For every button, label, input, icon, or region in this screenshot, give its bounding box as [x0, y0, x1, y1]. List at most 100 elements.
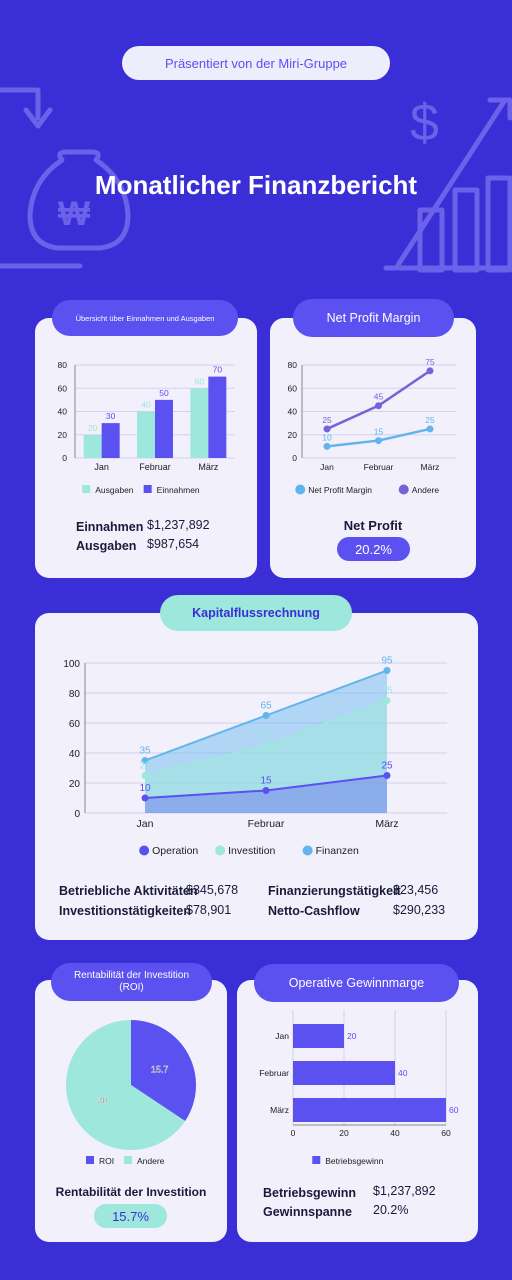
betrieb-label: Betriebliche Aktivitäten	[59, 884, 198, 898]
net-profit-label: Net Profit	[343, 518, 403, 533]
gewinn-value: $1,237,892	[373, 1184, 436, 1198]
x-tick-label: 0	[291, 1128, 296, 1138]
spanne-label: Gewinnspanne	[263, 1205, 352, 1219]
y-tick-label: März	[270, 1105, 289, 1115]
pie-label: 15.7	[151, 1065, 169, 1075]
data-point	[262, 787, 270, 794]
data-label: 65	[260, 701, 272, 712]
data-point	[383, 667, 391, 674]
y-tick-label: 0	[62, 453, 67, 463]
y-tick-label: 40	[58, 407, 68, 417]
finanz-value: $23,456	[393, 883, 439, 897]
growth-chart-icon: $	[383, 94, 512, 273]
legend-marker	[215, 845, 226, 856]
operating-title: Operative Gewinnmarge	[254, 964, 459, 1002]
roi-title-line2: (ROI)	[119, 982, 144, 993]
y-tick-label: 0	[292, 453, 297, 463]
net-profit-card: 0 20 40 60 80 Jan Februar März 10 15 25 25 45 75 Net P…	[270, 318, 476, 578]
data-label: 75	[381, 686, 393, 697]
roi-card: 15.7 30 ROI Andere Rentabilität der Investi…	[35, 980, 227, 1242]
bar	[293, 1061, 395, 1085]
invest-label: Investitionstätigkeiten	[59, 904, 191, 918]
invest-value: $78,901	[186, 903, 232, 917]
data-label: 75	[425, 357, 435, 367]
y-tick-label: 0	[74, 809, 80, 820]
data-label: 10	[322, 432, 332, 442]
legend-label: Investition	[228, 845, 275, 857]
income-expense-card: 0 20 40 60 80 20 30 Jan 40 50 Februar 60 70 März Ausga…	[35, 318, 257, 578]
legend-marker	[302, 845, 313, 856]
legend-label: Operation	[152, 845, 198, 857]
gewinn-label: Betriebsgewinn	[263, 1186, 357, 1200]
legend-label: Ausgaben	[95, 485, 134, 495]
y-tick-label: 80	[69, 689, 81, 700]
y-tick-label: 60	[288, 383, 298, 393]
x-tick-label: Februar	[248, 818, 285, 830]
money-bag-icon: ₩	[0, 87, 131, 251]
data-point	[141, 757, 149, 764]
background-decoration: ₩ $	[0, 87, 512, 273]
data-label: 25	[322, 415, 332, 425]
y-tick-label: Februar	[259, 1068, 289, 1078]
y-tick-label: 60	[58, 383, 68, 393]
roi-label: Rentabilität der Investition	[55, 1185, 207, 1199]
data-label: 15	[260, 776, 272, 787]
operating-margin-chart: 0 20 40 60 20 Jan 40 Februar 60 März Betriebsgewin…	[259, 1010, 459, 1166]
data-label: 60	[449, 1105, 459, 1115]
data-point	[375, 402, 382, 410]
pie-label: 30	[97, 1095, 107, 1105]
income-expense-chart: 0 20 40 60 80 20 30 Jan 40 50 Februar 60 70 März Ausga…	[58, 360, 235, 495]
x-tick-label: Jan	[320, 462, 334, 472]
operating-card: 0 20 40 60 20 Jan 40 Februar 60 März Betriebsgewin…	[237, 980, 478, 1242]
y-tick-label: 20	[69, 779, 81, 790]
data-label: 45	[374, 392, 384, 402]
finanz-label: Finanzierungstätigkeit	[268, 884, 401, 898]
svg-text:₩: ₩	[58, 195, 91, 233]
x-tick-label: März	[421, 462, 440, 472]
x-tick-label: März	[375, 818, 398, 830]
pie-slice	[131, 1020, 197, 1122]
data-label: 20	[88, 423, 98, 433]
x-tick-label: 60	[441, 1128, 451, 1138]
x-tick-label: Februar	[364, 462, 394, 472]
legend-marker	[312, 1156, 321, 1164]
series-area	[145, 775, 387, 813]
data-point	[426, 367, 434, 375]
roi-pie-chart: 15.7 30 ROI Andere	[66, 1020, 197, 1166]
net-profit-title: Net Profit Margin	[293, 299, 454, 337]
data-label: 40	[141, 400, 151, 410]
y-tick-label: 60	[69, 719, 81, 730]
legend-label: Betriebsgewinn	[325, 1156, 383, 1166]
y-tick-label: 20	[288, 430, 298, 440]
legend-marker	[85, 1156, 94, 1164]
data-label: 15	[374, 427, 384, 437]
y-tick-label: 80	[58, 360, 68, 370]
income-expense-title: Übersicht über Einnahmen und Ausgaben	[52, 300, 238, 336]
data-point	[141, 772, 149, 779]
legend-label: Finanzen	[316, 845, 359, 857]
roi-value: 15.7%	[94, 1204, 167, 1228]
svg-text:$: $	[410, 94, 439, 152]
roi-title: Rentabilität der Investition (ROI)	[51, 963, 212, 1001]
netto-label: Netto-Cashflow	[268, 904, 360, 918]
legend-label: Andere	[137, 1156, 165, 1166]
data-point	[375, 437, 382, 445]
data-label: 25	[139, 761, 151, 772]
legend-marker	[398, 484, 409, 495]
legend-label: Andere	[412, 485, 440, 495]
legend-marker	[123, 1156, 132, 1164]
spanne-value: 20.2%	[373, 1203, 409, 1217]
data-label: 60	[195, 376, 205, 386]
bar	[137, 411, 155, 458]
data-label: 70	[213, 365, 223, 375]
legend-marker	[143, 485, 152, 493]
data-label: 10	[139, 783, 151, 794]
y-tick-label: 40	[288, 407, 298, 417]
pie-slice	[66, 1020, 186, 1150]
data-label: 30	[106, 411, 116, 421]
data-point	[262, 742, 270, 749]
bar	[101, 423, 120, 458]
x-tick-label: Jan	[137, 818, 154, 830]
y-tick-label: 20	[58, 430, 68, 440]
netto-value: $290,233	[393, 903, 446, 917]
